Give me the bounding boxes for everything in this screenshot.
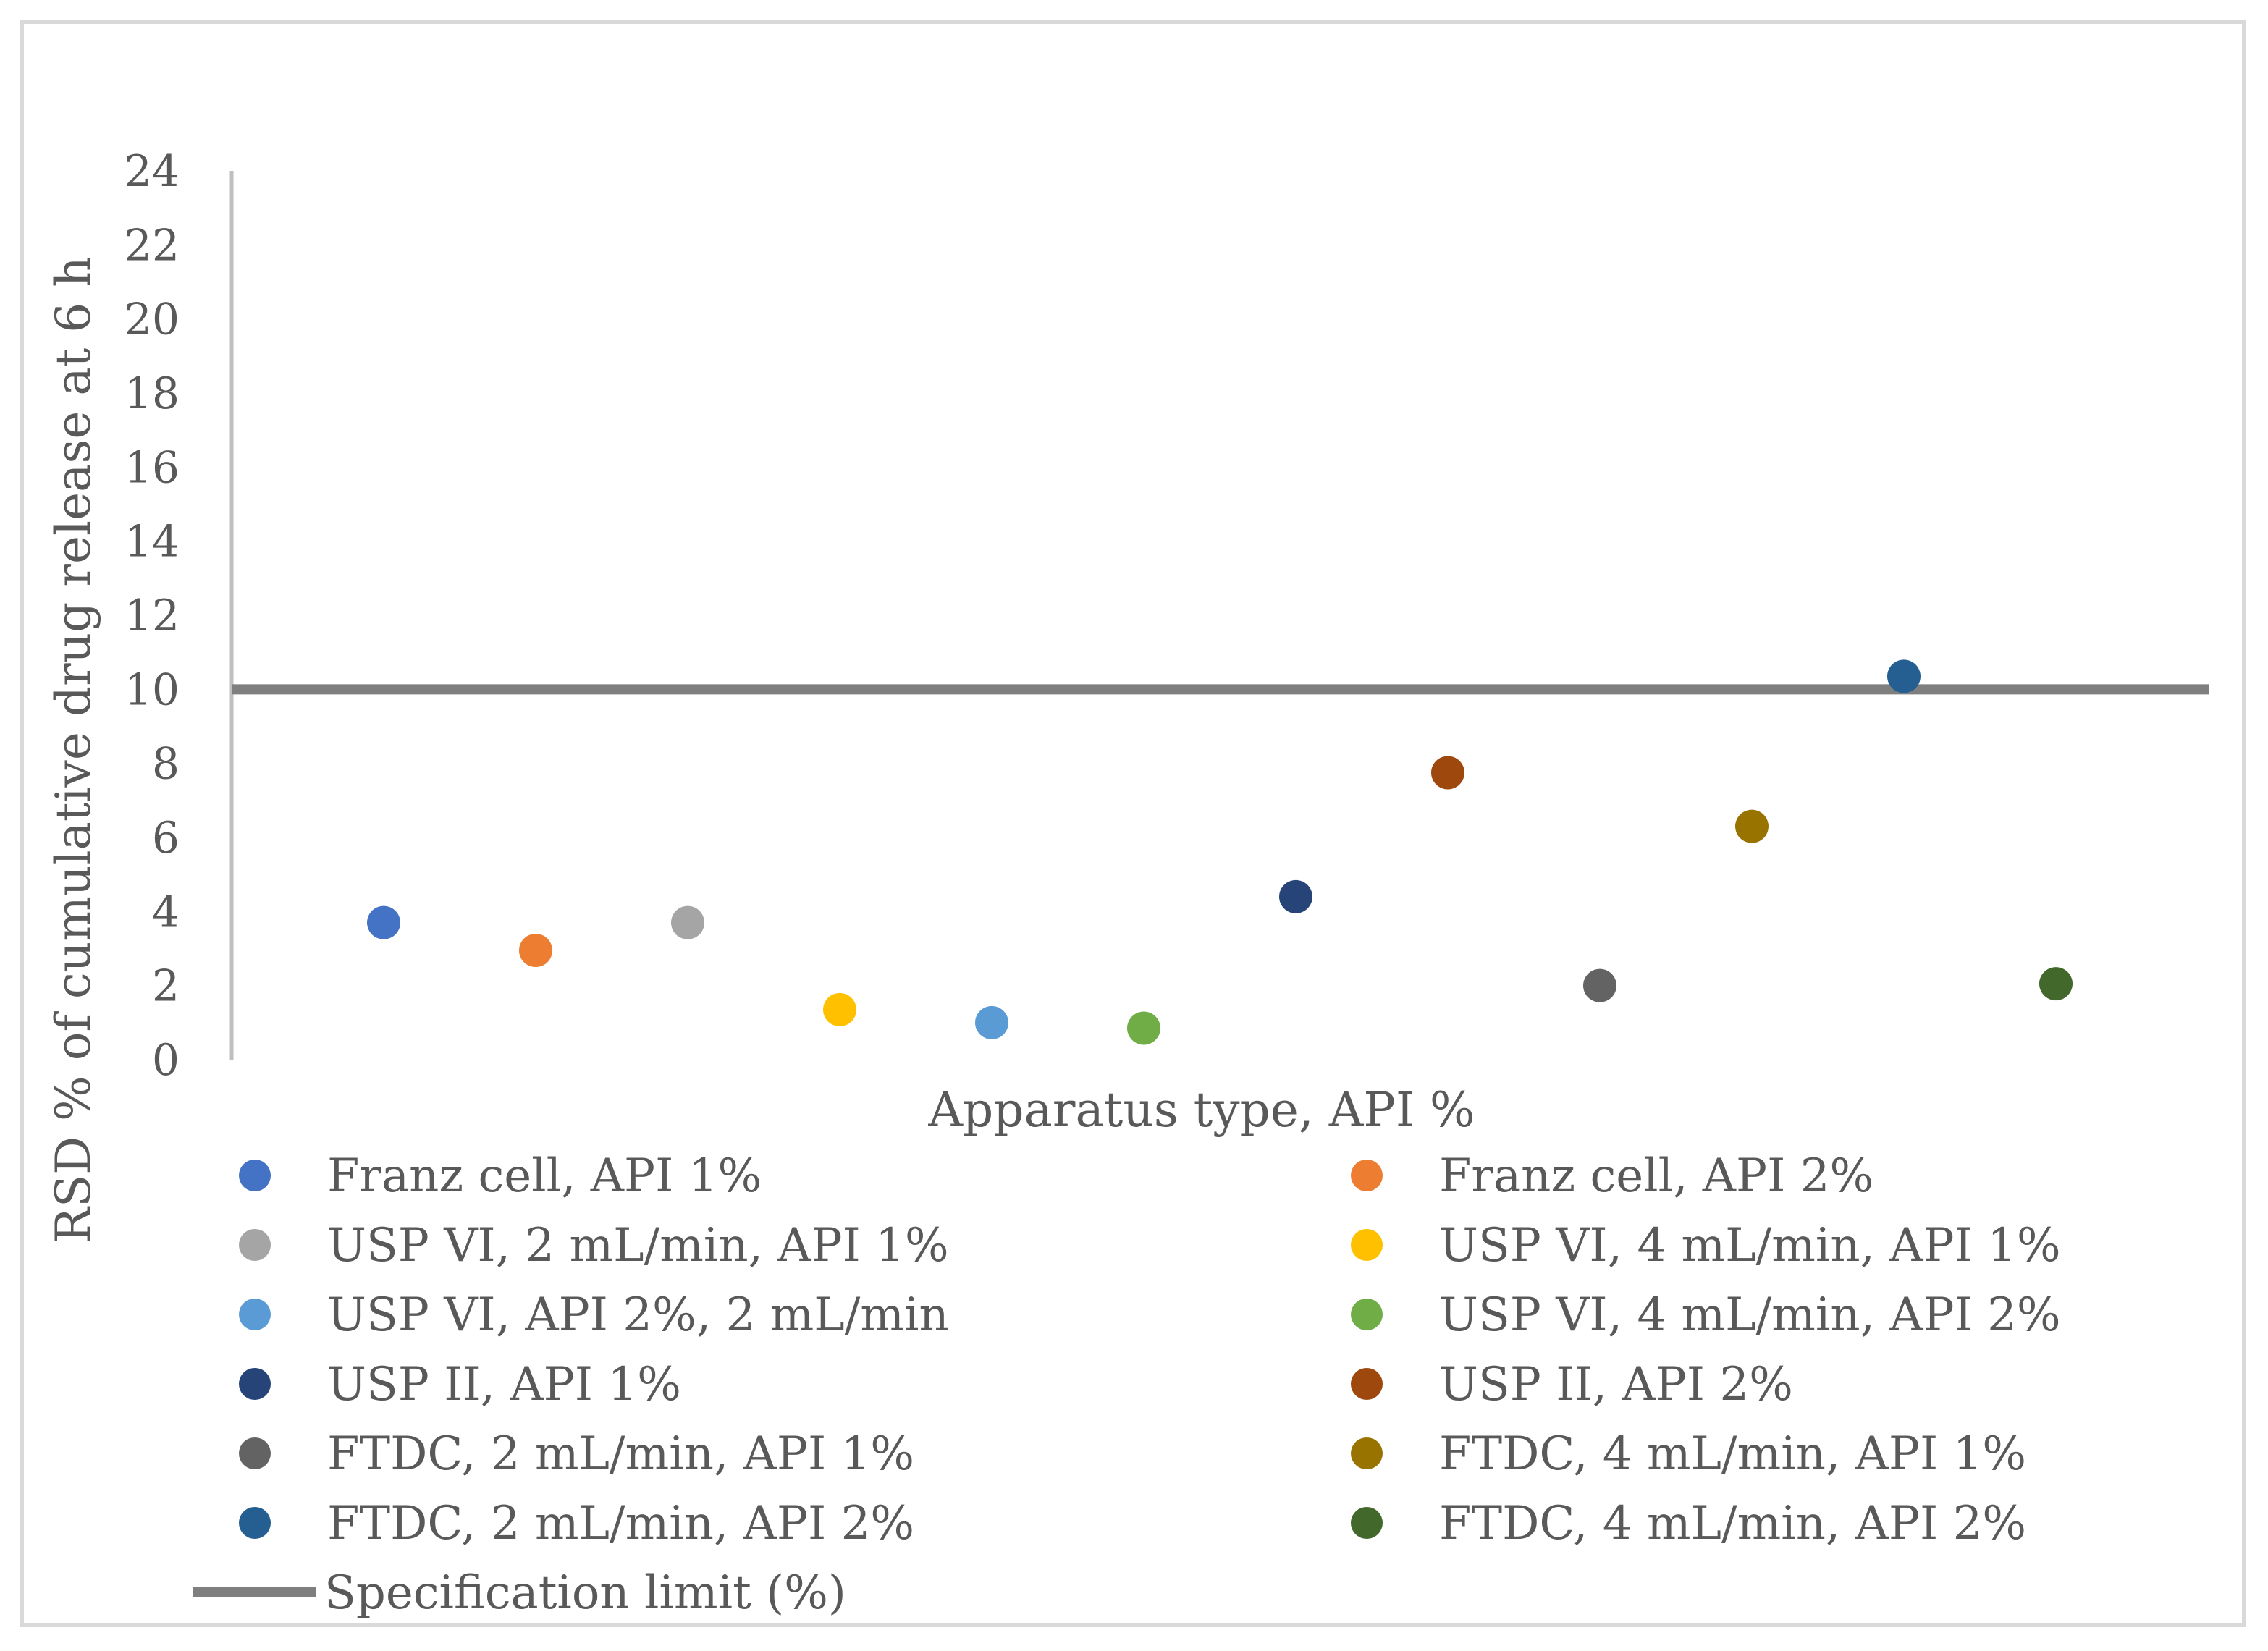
y-tick-label: 2 bbox=[152, 961, 180, 1012]
legend: Franz cell, API 1% Franz cell, API 2% USP … bbox=[193, 1149, 2061, 1620]
legend-label: USP VI, 4 mL/min, API 2% bbox=[1439, 1288, 2061, 1342]
legend-marker bbox=[239, 1299, 271, 1330]
data-point bbox=[1735, 809, 1769, 843]
data-point bbox=[1279, 879, 1312, 913]
data-point bbox=[367, 905, 400, 939]
legend-label: FTDC, 2 mL/min, API 2% bbox=[327, 1497, 914, 1550]
legend-marker bbox=[1351, 1368, 1383, 1400]
legend-marker bbox=[1351, 1229, 1383, 1261]
legend-label: Franz cell, API 1% bbox=[327, 1149, 762, 1203]
y-tick-label: 0 bbox=[152, 1035, 180, 1086]
y-axis-title: RSD % of cumulative drug release at 6 h bbox=[46, 256, 101, 1243]
data-point bbox=[975, 1005, 1008, 1039]
data-point bbox=[671, 905, 704, 939]
legend-marker bbox=[1351, 1437, 1383, 1469]
legend-label: FTDC, 4 mL/min, API 2% bbox=[1439, 1497, 2026, 1550]
y-tick-label: 10 bbox=[125, 664, 180, 715]
legend-marker bbox=[239, 1229, 271, 1261]
legend-label: Specification limit (%) bbox=[324, 1566, 846, 1620]
legend-marker bbox=[239, 1437, 271, 1469]
legend-marker bbox=[239, 1507, 271, 1539]
legend-label: USP VI, 2 mL/min, API 1% bbox=[327, 1219, 949, 1272]
legend-label: USP VI, 4 mL/min, API 1% bbox=[1439, 1219, 2061, 1272]
data-points bbox=[367, 659, 2073, 1045]
legend-marker bbox=[1351, 1299, 1383, 1330]
data-point bbox=[1583, 968, 1616, 1002]
data-point bbox=[1127, 1011, 1160, 1045]
y-tick-label: 12 bbox=[125, 591, 180, 641]
y-tick-label: 8 bbox=[152, 739, 180, 790]
data-point bbox=[2039, 967, 2073, 1001]
legend-label: USP VI, API 2%, 2 mL/min bbox=[327, 1288, 949, 1342]
data-point bbox=[1431, 756, 1464, 790]
data-point bbox=[519, 934, 552, 968]
legend-marker bbox=[239, 1368, 271, 1400]
y-tick-label: 16 bbox=[125, 442, 180, 493]
y-tick-label: 22 bbox=[125, 220, 180, 271]
legend-marker bbox=[1351, 1507, 1383, 1539]
y-tick-label: 6 bbox=[152, 813, 180, 863]
y-tick-label: 4 bbox=[152, 887, 180, 937]
data-point bbox=[1887, 659, 1921, 693]
legend-label: USP II, API 2% bbox=[1439, 1358, 1793, 1411]
y-tick-label: 14 bbox=[125, 517, 180, 567]
legend-label: USP II, API 1% bbox=[327, 1358, 681, 1411]
data-point bbox=[823, 992, 856, 1026]
legend-marker bbox=[1351, 1160, 1383, 1191]
legend-marker bbox=[239, 1160, 271, 1191]
legend-label: FTDC, 4 mL/min, API 1% bbox=[1439, 1427, 2026, 1481]
y-tick-label: 18 bbox=[125, 368, 180, 419]
legend-label: FTDC, 2 mL/min, API 1% bbox=[327, 1427, 914, 1481]
legend-label: Franz cell, API 2% bbox=[1439, 1149, 1873, 1203]
x-axis-title: Apparatus type, API % bbox=[927, 1082, 1475, 1138]
y-tick-label: 24 bbox=[125, 146, 180, 197]
chart-frame bbox=[20, 20, 2246, 1627]
y-tick-label: 20 bbox=[125, 295, 180, 345]
